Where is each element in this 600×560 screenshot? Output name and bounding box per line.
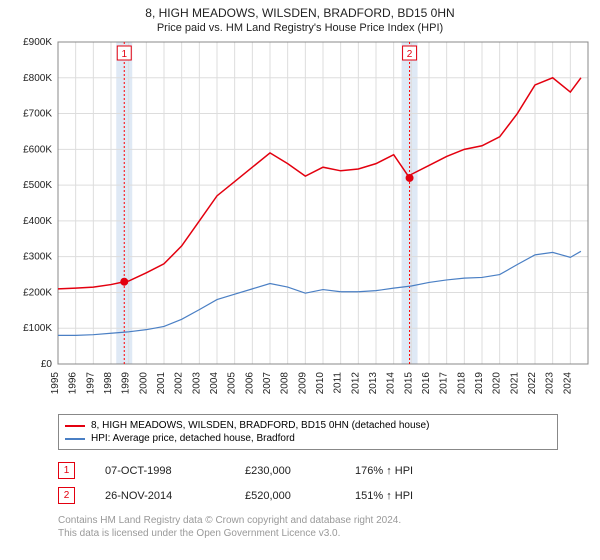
svg-text:2001: 2001 bbox=[156, 372, 167, 395]
svg-text:2007: 2007 bbox=[262, 372, 273, 395]
svg-text:£200K: £200K bbox=[23, 287, 52, 298]
svg-text:£400K: £400K bbox=[23, 216, 52, 227]
svg-text:£900K: £900K bbox=[23, 37, 52, 48]
svg-text:2008: 2008 bbox=[280, 372, 291, 395]
legend-label-hpi: HPI: Average price, detached house, Brad… bbox=[91, 433, 295, 444]
svg-text:1997: 1997 bbox=[85, 372, 96, 395]
svg-text:2: 2 bbox=[407, 49, 413, 60]
svg-text:£700K: £700K bbox=[23, 109, 52, 120]
svg-text:2019: 2019 bbox=[474, 372, 485, 395]
footnote-line: This data is licensed under the Open Gov… bbox=[58, 527, 401, 540]
legend-swatch-hpi bbox=[65, 438, 85, 440]
svg-text:2012: 2012 bbox=[350, 372, 361, 395]
svg-text:1995: 1995 bbox=[50, 372, 61, 395]
svg-text:£100K: £100K bbox=[23, 323, 52, 334]
svg-text:2023: 2023 bbox=[545, 372, 556, 395]
svg-text:2009: 2009 bbox=[297, 372, 308, 395]
sale-hpi: 176% ↑ HPI bbox=[355, 465, 455, 477]
sale-hpi: 151% ↑ HPI bbox=[355, 490, 455, 502]
legend-swatch-property bbox=[65, 425, 85, 427]
sale-price: £520,000 bbox=[245, 490, 325, 502]
svg-text:2002: 2002 bbox=[174, 372, 185, 395]
svg-text:2016: 2016 bbox=[421, 372, 432, 395]
sale-price: £230,000 bbox=[245, 465, 325, 477]
sale-marker-1: 1 bbox=[58, 462, 75, 479]
chart-title-subtitle: Price paid vs. HM Land Registry's House … bbox=[0, 22, 600, 34]
svg-text:2004: 2004 bbox=[209, 372, 220, 395]
svg-text:2024: 2024 bbox=[562, 372, 573, 395]
sale-row: 2 26-NOV-2014 £520,000 151% ↑ HPI bbox=[58, 483, 455, 508]
svg-text:£300K: £300K bbox=[23, 252, 52, 263]
chart-title-address: 8, HIGH MEADOWS, WILSDEN, BRADFORD, BD15… bbox=[0, 6, 600, 20]
svg-text:2013: 2013 bbox=[368, 372, 379, 395]
svg-text:2018: 2018 bbox=[456, 372, 467, 395]
price-chart: £0 £100K £200K £300K £400K £500K £600K £700K £80… bbox=[0, 34, 600, 406]
sale-date: 07-OCT-1998 bbox=[105, 465, 215, 477]
svg-text:2005: 2005 bbox=[227, 372, 238, 395]
svg-text:2000: 2000 bbox=[138, 372, 149, 395]
svg-text:£0: £0 bbox=[41, 359, 53, 370]
sale-date: 26-NOV-2014 bbox=[105, 490, 215, 502]
chart-legend: 8, HIGH MEADOWS, WILSDEN, BRADFORD, BD15… bbox=[58, 414, 558, 450]
svg-text:2020: 2020 bbox=[492, 372, 503, 395]
svg-text:1998: 1998 bbox=[103, 372, 114, 395]
svg-text:2022: 2022 bbox=[527, 372, 538, 395]
legend-label-property: 8, HIGH MEADOWS, WILSDEN, BRADFORD, BD15… bbox=[91, 420, 429, 431]
footnote: Contains HM Land Registry data © Crown c… bbox=[58, 514, 401, 540]
sale-marker-2: 2 bbox=[58, 487, 75, 504]
svg-text:1: 1 bbox=[121, 49, 127, 60]
footnote-line: Contains HM Land Registry data © Crown c… bbox=[58, 514, 401, 527]
svg-text:2015: 2015 bbox=[403, 372, 414, 395]
svg-text:2011: 2011 bbox=[333, 372, 344, 394]
svg-text:2006: 2006 bbox=[244, 372, 255, 395]
svg-text:2017: 2017 bbox=[439, 372, 450, 395]
svg-text:2010: 2010 bbox=[315, 372, 326, 395]
svg-text:1999: 1999 bbox=[121, 372, 132, 395]
svg-text:2021: 2021 bbox=[509, 372, 520, 395]
sale-row: 1 07-OCT-1998 £230,000 176% ↑ HPI bbox=[58, 458, 455, 483]
svg-text:1996: 1996 bbox=[68, 372, 79, 395]
svg-text:2003: 2003 bbox=[191, 372, 202, 395]
svg-text:£500K: £500K bbox=[23, 180, 52, 191]
svg-text:£600K: £600K bbox=[23, 144, 52, 155]
sales-list: 1 07-OCT-1998 £230,000 176% ↑ HPI 2 26-N… bbox=[58, 458, 455, 508]
svg-text:£800K: £800K bbox=[23, 73, 52, 84]
svg-text:2014: 2014 bbox=[386, 372, 397, 395]
